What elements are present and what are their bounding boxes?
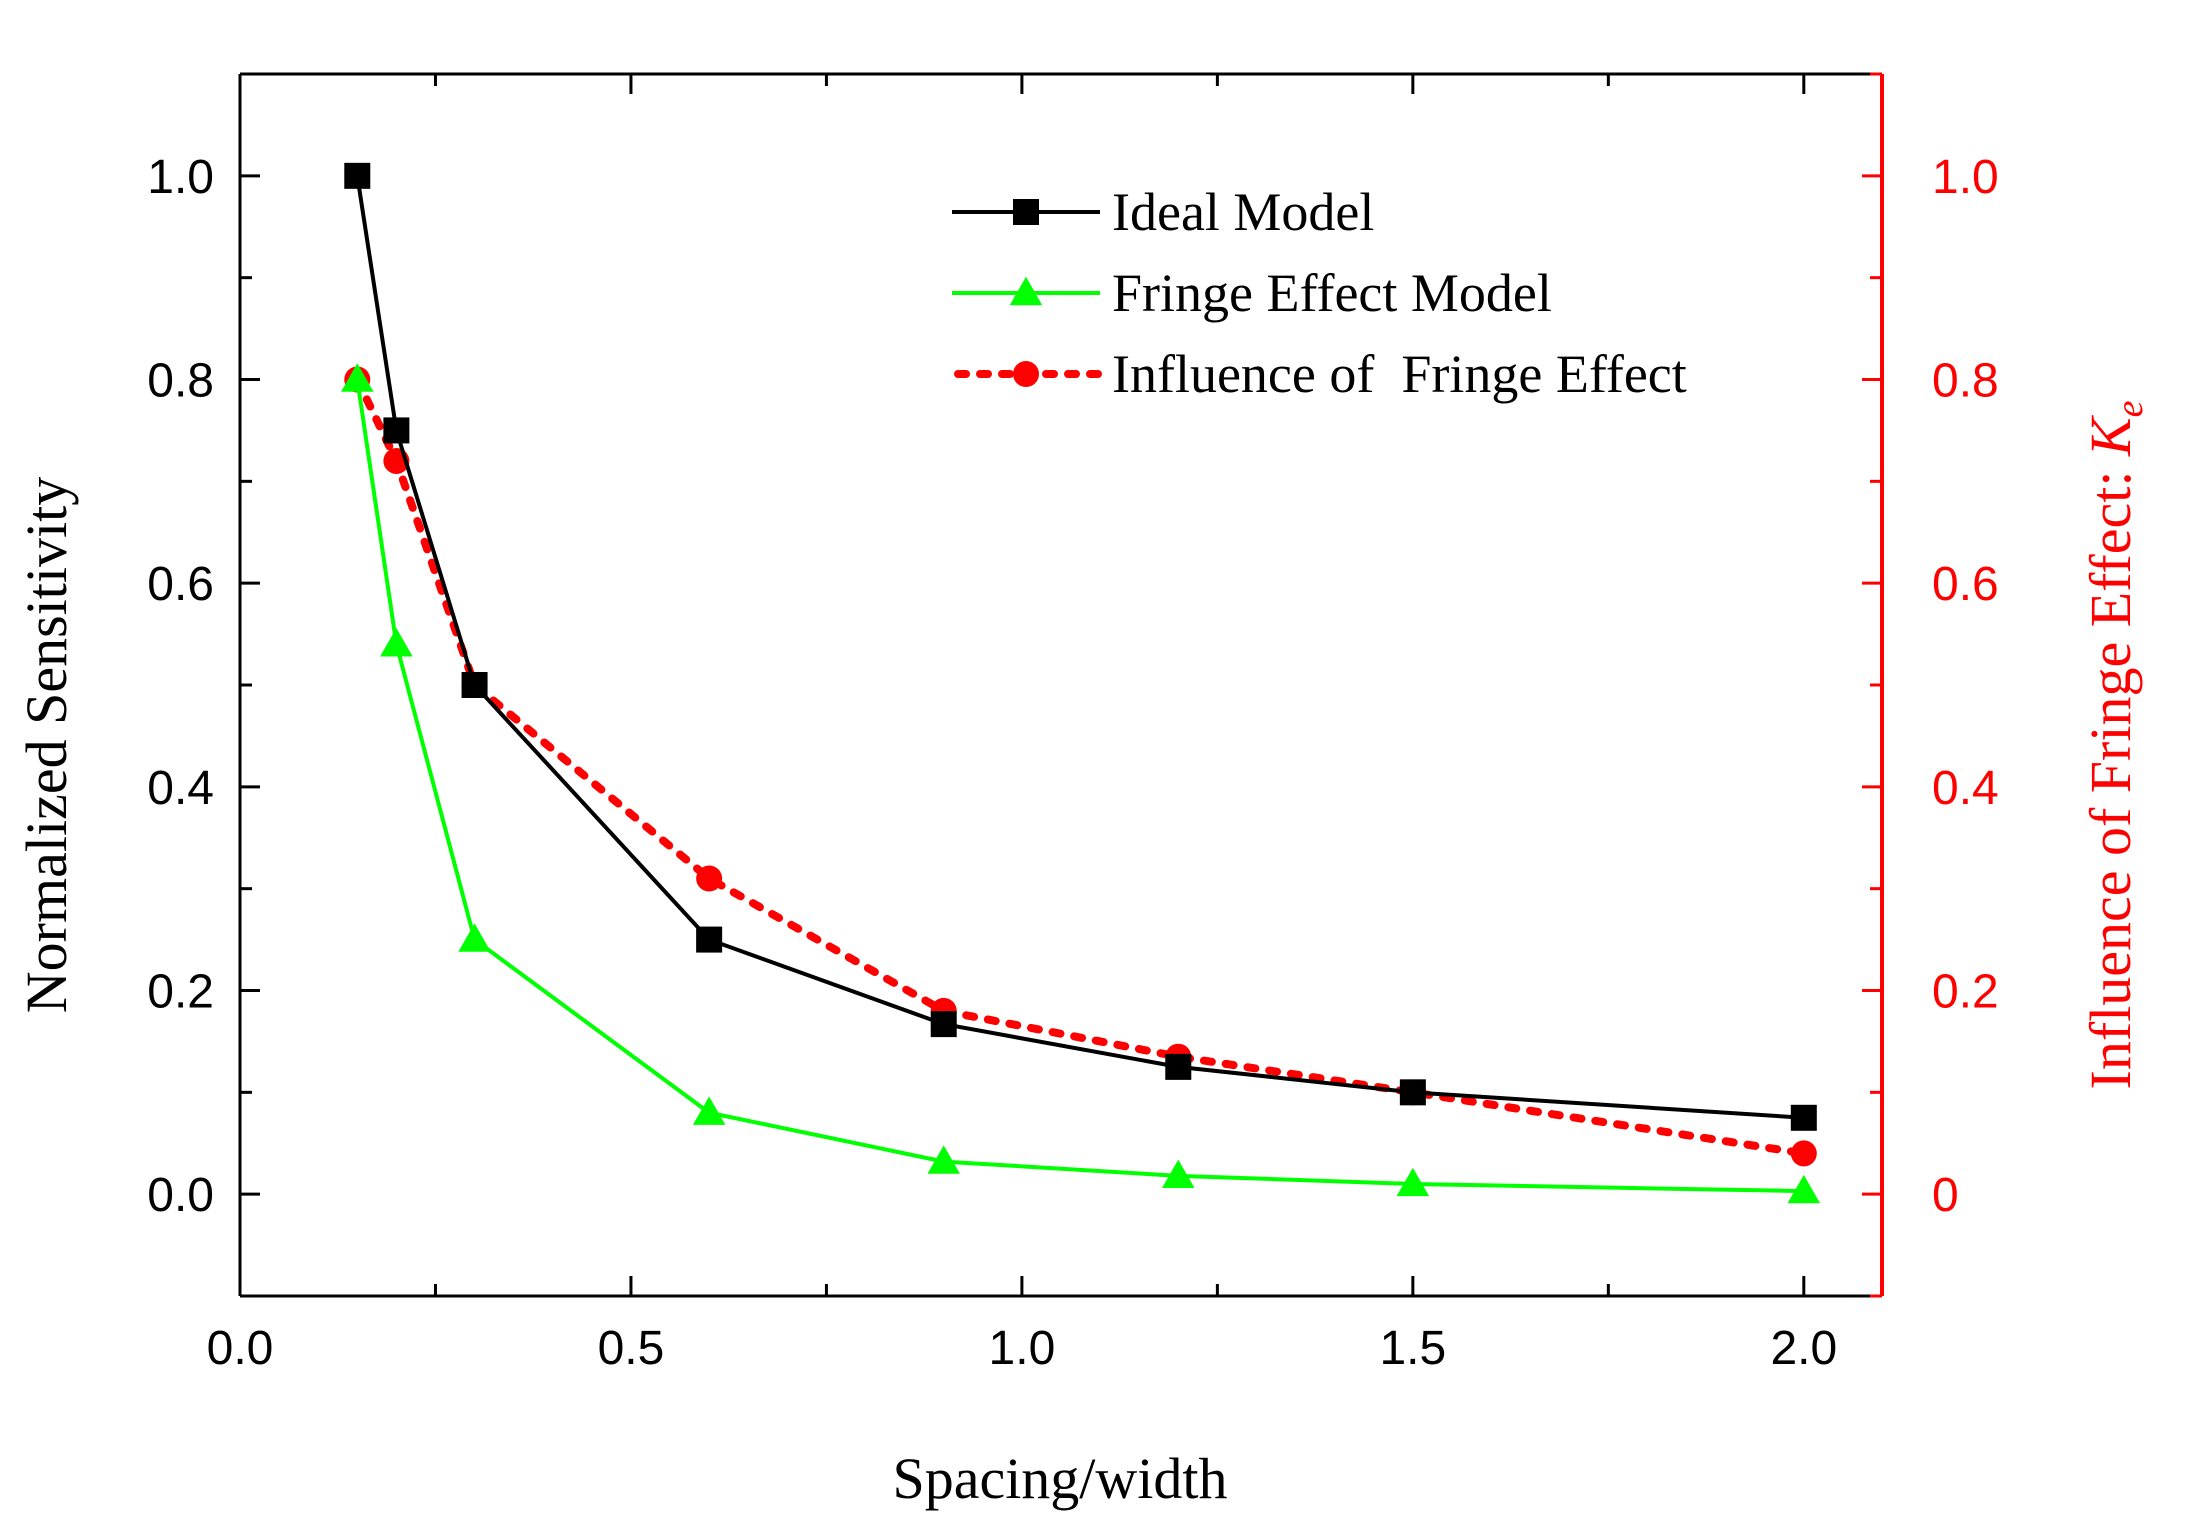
legend-label: Fringe Effect Model <box>1112 263 1552 323</box>
data-point <box>696 926 723 953</box>
data-point <box>930 1011 957 1038</box>
legend-item: Ideal Model <box>952 182 1374 242</box>
y-right-tick-label: 0.2 <box>1932 966 1999 1019</box>
legend-marker <box>1013 361 1039 387</box>
axes-layer: 0.0 0.5 1.0 1.5 2.0 0.0 0.2 0.4 0.6 0.8 1.0 0 0.2 0.4… <box>147 72 1999 1375</box>
x-axis-title: Spacing/width <box>892 1446 1227 1511</box>
legend: Ideal Model Fringe Effect Model Influence … <box>952 182 1687 404</box>
legend-item: Fringe Effect Model <box>952 263 1552 323</box>
y-right-tick-label: 0.4 <box>1932 762 1999 815</box>
y-left-tick-label: 0.8 <box>147 355 214 408</box>
y-right-tick-label: 0 <box>1932 1169 1959 1222</box>
data-point <box>1787 1174 1821 1204</box>
data-point <box>1396 1167 1430 1197</box>
data-point <box>341 363 374 392</box>
data-point <box>458 923 491 952</box>
y-axis-right-title-symbol: K <box>2078 414 2143 457</box>
y-left-tick-label: 1.0 <box>147 151 214 204</box>
y-right-tick-label: 1.0 <box>1932 151 1999 204</box>
x-tick-label: 2.0 <box>1770 1322 1837 1375</box>
series-line <box>353 375 1808 1158</box>
legend-marker <box>1013 199 1039 225</box>
data-point <box>1399 1079 1426 1106</box>
legend-label: Ideal Model <box>1112 182 1374 242</box>
series-fringe-effect-model <box>341 363 1821 1204</box>
y-axis-right-title: Influence of Fringe Effect: Ke <box>2078 400 2151 1089</box>
legend-item: Influence of Fringe Effect <box>954 344 1687 404</box>
y-left-tick-label: 0.0 <box>147 1169 214 1222</box>
data-point <box>1790 1140 1817 1167</box>
data-point <box>1162 1159 1195 1189</box>
y-left-tick-label: 0.2 <box>147 966 214 1019</box>
y-axis-left-title: Normalized Sensitivity <box>14 477 79 1013</box>
data-point <box>692 1096 726 1125</box>
series-ideal-model <box>344 162 1817 1131</box>
data-point <box>383 417 410 444</box>
x-tick-label: 1.0 <box>989 1322 1056 1375</box>
data-point <box>927 1145 960 1174</box>
data-point <box>1165 1053 1192 1080</box>
y-right-tick-label: 0.6 <box>1932 558 1999 611</box>
legend-marker <box>1009 276 1043 306</box>
data-point <box>344 162 371 189</box>
x-tick-label: 0.5 <box>598 1322 665 1375</box>
data-point <box>461 672 488 698</box>
series-layer <box>341 162 1821 1204</box>
y-left-tick-label: 0.6 <box>147 558 214 611</box>
x-tick-label: 0.0 <box>207 1322 274 1375</box>
series-line <box>355 175 1804 1120</box>
data-point <box>696 865 723 892</box>
y-left-tick-label: 0.4 <box>147 762 214 815</box>
series-line <box>355 379 1804 1194</box>
y-axis-right-title-subscript: e <box>2109 400 2151 417</box>
data-point <box>1790 1104 1817 1131</box>
data-point <box>380 628 413 657</box>
y-axis-right-title-text: Influence of Fringe Effect: <box>2078 456 2143 1089</box>
x-tick-label: 1.5 <box>1379 1322 1446 1375</box>
y-right-tick-label: 0.8 <box>1932 355 1999 408</box>
legend-label: Influence of Fringe Effect <box>1112 344 1687 404</box>
